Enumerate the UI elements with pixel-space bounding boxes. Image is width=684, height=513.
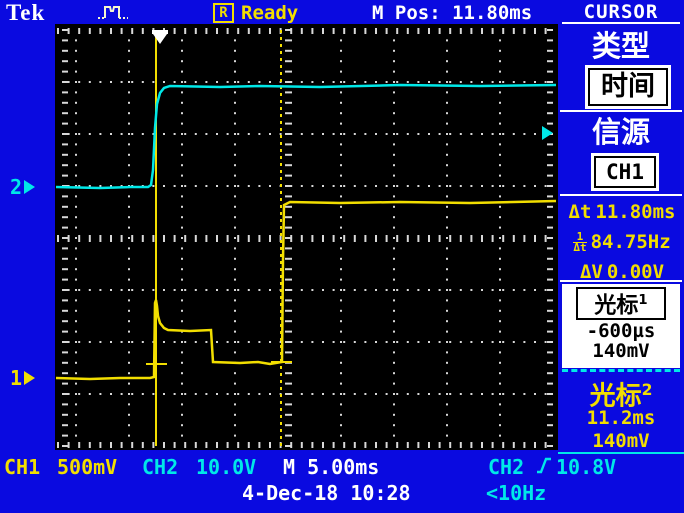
menu-title: CURSOR (583, 1, 659, 23)
cursor1-time: -600µs (586, 320, 656, 343)
trigger-activity-icon (98, 6, 128, 19)
trigger-source-readout: CH2 (488, 455, 525, 479)
cursor2-volt: 140mV (592, 430, 650, 452)
ch1-scale-readout: 500mV (57, 455, 118, 479)
tek-logo: Tek (6, 0, 46, 25)
cursor1-title: 光标1 (576, 287, 666, 321)
datetime-readout: 4-Dec-18 10:28 (242, 481, 411, 505)
trigger-level-readout: 10.8V (556, 455, 617, 479)
acquisition-status: Ready (241, 2, 299, 24)
divider (560, 110, 682, 112)
timebase-readout: M 5.00ms (283, 455, 380, 479)
cursor-source-label: 信源 (591, 115, 650, 149)
inverse-delta-t-value: 84.75Hz (590, 231, 671, 253)
delta-v-value: 0.00V (606, 261, 665, 283)
cursor2-title[interactable]: 光标2 (589, 381, 653, 412)
inverse-delta-t-readout: 1 Δt 84.75Hz (560, 231, 684, 253)
ch1-position-marker: 1 (10, 366, 36, 390)
ch1-label: CH1 (4, 455, 41, 479)
divider (560, 280, 682, 282)
one-over-delta-t-icon: 1 Δt (573, 229, 587, 254)
delta-v-label: ΔV (579, 261, 603, 283)
right-arrow-icon (24, 371, 36, 385)
cursor-source-value-button[interactable]: CH1 (594, 156, 656, 188)
cursor1-panel[interactable]: 光标1 -600µs 140mV (562, 284, 680, 368)
right-arrow-icon (24, 180, 36, 194)
cursor1-volt: 140mV (592, 340, 650, 363)
cursor1-dashed-divider (562, 369, 680, 372)
divider (560, 194, 682, 196)
delta-t-label: Δt (568, 201, 592, 223)
waveform-display (55, 24, 558, 450)
rising-edge-icon (537, 457, 551, 474)
delta-v-readout: ΔV 0.00V (560, 261, 684, 283)
delta-t-value: 11.80ms (595, 201, 676, 223)
trigger-frequency-readout: <10Hz (486, 481, 547, 505)
acquisition-r-badge: R (213, 3, 234, 23)
divider (558, 452, 684, 454)
cursor2-time: 11.2ms (586, 407, 656, 429)
delta-t-readout: Δt 11.80ms (560, 201, 684, 223)
m-pos-readout: M Pos: 11.80ms (372, 2, 533, 24)
ch2-position-marker: 2 (10, 175, 36, 199)
cursor-type-value-button[interactable]: 时间 (588, 68, 668, 106)
menu-title-underline (562, 22, 680, 24)
ch2-scale-readout: 10.0V (196, 455, 257, 479)
cursor-type-label: 类型 (591, 29, 650, 63)
ch2-label: CH2 (142, 455, 179, 479)
